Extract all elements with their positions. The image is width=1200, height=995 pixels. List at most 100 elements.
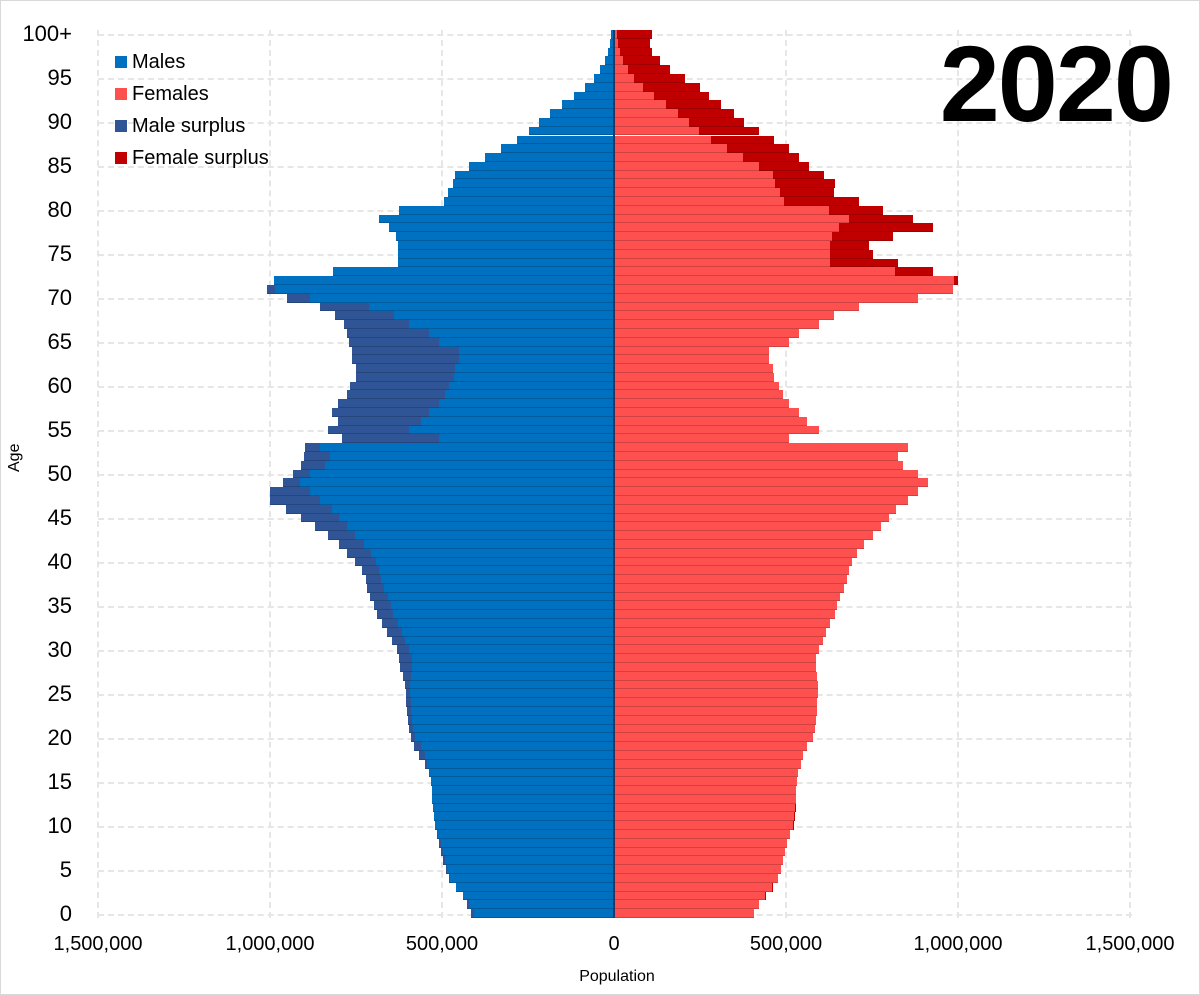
female-bar xyxy=(614,742,807,751)
female-bar xyxy=(614,82,643,92)
male-bar xyxy=(455,364,614,373)
female-bar xyxy=(614,619,830,628)
male-surplus-bar xyxy=(438,838,441,848)
female-bar xyxy=(614,680,818,690)
male-surplus-bar xyxy=(354,557,377,567)
legend: Males Females Male surplus Female surplu… xyxy=(115,46,269,174)
male-bar xyxy=(396,232,614,241)
males-swatch-icon xyxy=(115,56,127,68)
y-tick-label: 40 xyxy=(47,548,72,574)
legend-label: Males xyxy=(132,50,186,73)
male-bar xyxy=(388,592,614,602)
female-bar xyxy=(614,495,909,505)
female-bar xyxy=(614,900,760,910)
y-tick-label: 10 xyxy=(47,812,72,838)
male-bar xyxy=(412,663,614,672)
female-bar xyxy=(614,65,628,74)
female-bar xyxy=(614,188,781,198)
male-bar xyxy=(408,645,614,655)
male-surplus-bar xyxy=(392,636,406,646)
legend-item-females: Females xyxy=(115,78,269,110)
female-surplus-bar xyxy=(727,144,790,154)
male-surplus-bar xyxy=(350,381,449,391)
female-bar xyxy=(614,891,766,901)
male-surplus-bar xyxy=(355,372,455,382)
female-bar xyxy=(614,452,899,461)
female-bar xyxy=(614,592,840,602)
legend-item-female-surplus: Female surplus xyxy=(115,142,269,174)
male-bar xyxy=(413,724,614,734)
female-surplus-bar xyxy=(759,161,810,171)
male-bar xyxy=(299,478,614,488)
female-bar xyxy=(614,117,689,127)
y-tick-label: 55 xyxy=(47,417,72,443)
male-surplus-bar xyxy=(387,627,403,637)
female-bar xyxy=(614,768,799,778)
female-bar xyxy=(614,830,791,839)
male-surplus-bar xyxy=(446,865,448,875)
female-bar xyxy=(614,276,954,285)
female-surplus-bar xyxy=(618,38,650,48)
male-bar xyxy=(398,249,614,259)
male-surplus-bar xyxy=(266,284,276,294)
y-tick-label: 0 xyxy=(59,900,72,926)
male-bar xyxy=(447,865,614,875)
female-bar xyxy=(614,821,793,831)
male-surplus-bar xyxy=(443,856,446,866)
male-bar xyxy=(391,601,614,611)
female-bar xyxy=(614,856,783,866)
male-bar xyxy=(455,170,614,180)
male-bar xyxy=(473,909,614,918)
female-bar xyxy=(614,372,774,382)
male-surplus-bar xyxy=(304,443,320,452)
male-surplus-bar xyxy=(337,416,421,426)
female-bar xyxy=(614,478,929,488)
male-surplus-bar xyxy=(270,487,310,496)
plot-area xyxy=(97,30,1132,918)
female-bar xyxy=(614,161,760,171)
male-surplus-bar xyxy=(346,390,446,400)
male-surplus-bar xyxy=(367,583,385,593)
male-surplus-bar xyxy=(300,460,325,470)
female-bar xyxy=(614,284,953,294)
female-bar xyxy=(614,293,919,303)
y-tick-label: 25 xyxy=(47,680,72,706)
male-surplus-bar xyxy=(370,592,389,602)
female-surplus-bar xyxy=(792,821,794,831)
female-surplus-bar xyxy=(622,56,660,66)
male-bar xyxy=(394,311,614,321)
male-bar xyxy=(448,381,614,391)
male-surplus-bar xyxy=(285,504,332,514)
female-surplus-bar xyxy=(953,276,958,285)
male-bar xyxy=(428,328,614,338)
legend-label: Female surplus xyxy=(132,146,269,169)
female-bar xyxy=(614,636,823,646)
female-surplus-bar xyxy=(831,232,894,241)
male-bar xyxy=(319,495,614,505)
female-bar xyxy=(614,689,818,699)
female-bar xyxy=(614,311,834,321)
female-bar xyxy=(614,548,857,558)
male-bar xyxy=(453,179,614,189)
male-bar xyxy=(405,636,614,646)
male-surplus-bar xyxy=(327,425,410,435)
male-bar xyxy=(550,109,614,118)
male-surplus-bar xyxy=(351,346,459,356)
male-surplus-bar xyxy=(341,434,439,444)
male-bar xyxy=(444,197,614,206)
y-tick-label: 95 xyxy=(47,65,72,91)
female-bar xyxy=(614,706,817,716)
male-surplus-bar xyxy=(408,715,413,725)
male-bar xyxy=(574,91,614,101)
female-bar xyxy=(614,258,830,268)
y-tick-label: 15 xyxy=(47,768,72,794)
male-bar xyxy=(324,460,614,470)
legend-label: Male surplus xyxy=(132,114,246,137)
male-bar xyxy=(433,803,614,813)
female-bar xyxy=(614,434,790,444)
female-bar xyxy=(614,346,770,356)
male-bar xyxy=(409,320,614,329)
female-bar xyxy=(614,504,897,514)
female-bar xyxy=(614,645,820,655)
male-bar xyxy=(398,258,614,268)
